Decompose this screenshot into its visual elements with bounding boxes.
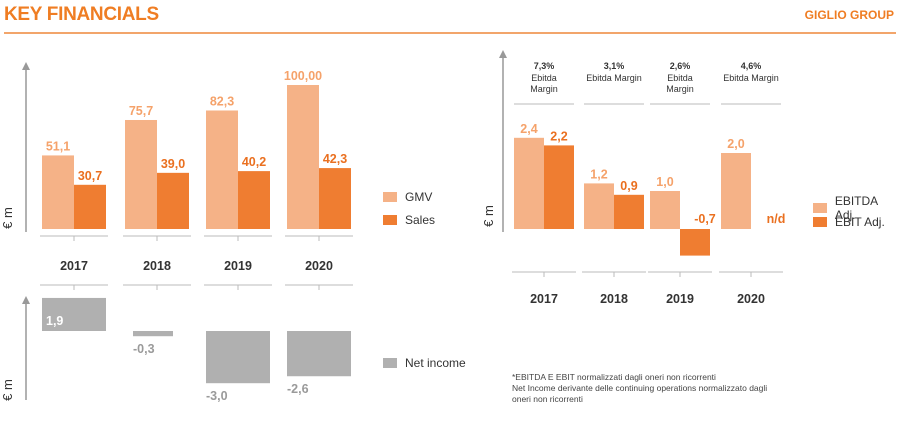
gmv-data-label: 100,00 (284, 69, 322, 83)
ebitda-y-axis-label: € m (481, 205, 496, 227)
sales-y-axis-head (22, 62, 30, 70)
ebitda-margin-label: Ebitda Margin (723, 73, 779, 83)
ebitda-margin-pct: 7,3% (534, 61, 555, 71)
netincome-y-axis-label: € m (0, 379, 15, 401)
legend-label-ebit: EBIT Adj. (835, 215, 885, 229)
legend-label-net-income: Net income (405, 356, 466, 370)
gmv-data-label: 75,7 (129, 104, 153, 118)
ebit-data-label: 0,9 (620, 179, 637, 193)
net-income-data-label: 1,9 (46, 314, 63, 328)
sales-data-label: 40,2 (242, 155, 266, 169)
gmv-data-label: 51,1 (46, 139, 70, 153)
legend-label-ebitda: EBITDA Adj. (834, 194, 878, 222)
ebit-data-label: 2,2 (550, 129, 567, 143)
ebitda-bar (721, 153, 751, 229)
legend-label-sales: Sales (405, 213, 436, 227)
sales-x-tick-label: 2020 (305, 259, 333, 273)
gmv-bar (42, 155, 74, 229)
sales-y-axis-label: € m (0, 207, 15, 229)
ebitda-y-axis-head (499, 50, 507, 58)
gmv-bar (206, 110, 238, 229)
legend-sales: Sales (383, 213, 435, 227)
ebitda-margin-label: Margin (530, 84, 558, 94)
ebitda-margin-pct: 3,1% (604, 61, 625, 71)
ebitda-bar (584, 183, 614, 229)
sales-bar (157, 172, 189, 229)
ebitda-bar (650, 191, 680, 229)
ebitda-margin-pct: 2,6% (670, 61, 691, 71)
ebit-bar (544, 145, 574, 229)
ebitda-margin-pct: 4,6% (741, 61, 762, 71)
gmv-data-label: 82,3 (210, 94, 234, 108)
sales-x-tick-label: 2019 (224, 259, 252, 273)
sales-data-label: 39,0 (161, 157, 185, 171)
page-title: KEY FINANCIALS (4, 4, 159, 25)
ebitda-data-label: 1,2 (590, 167, 607, 181)
footnote-line: Net Income derivante delle continuing op… (512, 383, 768, 393)
legend-swatch-ebit (813, 217, 827, 227)
ebitda-margin-label: Margin (666, 84, 694, 94)
netincome-y-axis-head (22, 296, 30, 304)
gmv-bar (287, 85, 319, 229)
sales-x-tick-label: 2017 (60, 259, 88, 273)
sales-data-label: 42,3 (323, 152, 347, 166)
legend-gmv: GMV (383, 190, 432, 204)
legend-label-gmv: GMV (405, 190, 433, 204)
ebit-data-label: -0,7 (694, 212, 716, 226)
header-divider (4, 32, 896, 34)
sales-x-tick-label: 2018 (143, 259, 171, 273)
net-income-bar (287, 331, 351, 377)
footnote: *EBITDA E EBIT normalizzati dagli oneri … (512, 372, 812, 405)
ebitda-data-label: 1,0 (656, 175, 673, 189)
ebitda-margin-label: Ebitda (531, 73, 557, 83)
net-income-data-label: -3,0 (206, 389, 228, 403)
sales-bar (319, 168, 351, 229)
legend-swatch-net-income (383, 358, 397, 368)
gmv-bar (125, 119, 157, 229)
sales-data-label: 30,7 (78, 169, 102, 183)
ebit-data-label: n/d (767, 212, 786, 226)
legend-ebit: EBIT Adj. (813, 215, 885, 229)
ebit-bar (614, 194, 644, 229)
legend-swatch-sales (383, 215, 397, 225)
legend-ebitda: EBITDA Adj. (813, 194, 900, 222)
legend-swatch-gmv (383, 192, 397, 202)
ebitda-x-tick-label: 2018 (600, 292, 628, 306)
ebitda-margin-label: Ebitda Margin (586, 73, 642, 83)
sales-bar (74, 184, 106, 229)
ebitda-x-tick-label: 2017 (530, 292, 558, 306)
ebitda-margin-label: Ebitda (667, 73, 693, 83)
legend-net-income: Net income (383, 356, 466, 370)
ebitda-x-tick-label: 2019 (666, 292, 694, 306)
net-income-data-label: -2,6 (287, 382, 309, 396)
ebitda-bar (514, 137, 544, 229)
ebitda-data-label: 2,4 (520, 122, 537, 136)
net-income-bar (42, 297, 106, 331)
net-income-bar (133, 331, 173, 337)
footnote-line: oneri non ricorrenti (512, 394, 583, 404)
brand-name: GIGLIO GROUP (804, 8, 894, 22)
ebit-bar (680, 229, 710, 256)
net-income-bar (206, 331, 270, 384)
sales-bar (238, 171, 270, 229)
footnote-line: *EBITDA E EBIT normalizzati dagli oneri … (512, 372, 716, 382)
net-income-data-label: -0,3 (133, 342, 155, 356)
ebitda-data-label: 2,0 (727, 137, 744, 151)
ebitda-x-tick-label: 2020 (737, 292, 765, 306)
legend-swatch-ebitda (813, 203, 827, 213)
